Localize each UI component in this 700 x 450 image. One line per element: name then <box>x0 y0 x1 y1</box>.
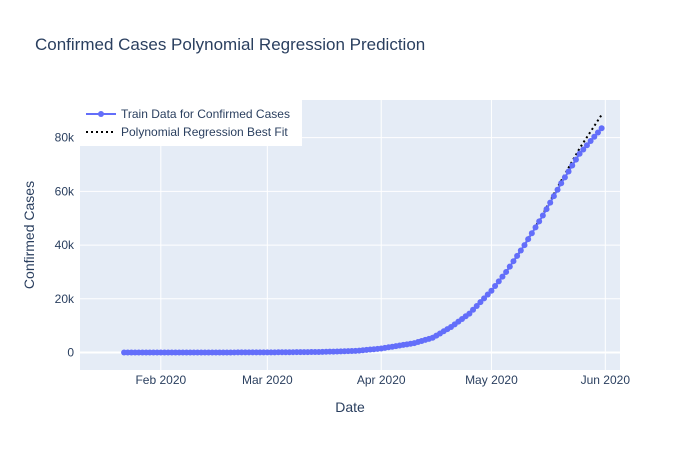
series-train-point[interactable] <box>484 291 491 298</box>
legend-background <box>80 100 302 146</box>
y-axis-label: Confirmed Cases <box>21 181 37 289</box>
series-train-point[interactable] <box>583 142 590 149</box>
series-train-point[interactable] <box>499 273 506 280</box>
legend[interactable]: Train Data for Confirmed Cases Polynomia… <box>80 100 302 146</box>
series-train-point[interactable] <box>572 156 579 163</box>
series-train-point[interactable] <box>481 295 488 302</box>
series-train-point[interactable] <box>558 180 565 187</box>
series-train-point[interactable] <box>528 230 535 237</box>
series-train-point[interactable] <box>591 133 598 140</box>
y-tick-label: 0 <box>67 346 74 360</box>
series-train-point[interactable] <box>554 186 561 193</box>
series-train-point[interactable] <box>473 302 480 309</box>
series-train-point[interactable] <box>510 258 517 265</box>
series-train-point[interactable] <box>517 247 524 254</box>
x-axis-ticks: Feb 2020 Mar 2020 Apr 2020 May 2020 Jun 2020 <box>135 373 630 387</box>
series-train-point[interactable] <box>598 125 605 132</box>
series-train-point[interactable] <box>580 146 587 153</box>
x-axis-label: Date <box>335 399 365 415</box>
series-train-point[interactable] <box>532 224 539 231</box>
series-train-point[interactable] <box>543 206 550 213</box>
series-train-point[interactable] <box>488 287 495 294</box>
series-train-point[interactable] <box>470 306 477 313</box>
series-train-point[interactable] <box>565 168 572 175</box>
legend-train-label[interactable]: Train Data for Confirmed Cases <box>121 107 290 121</box>
x-tick-label: Mar 2020 <box>242 373 293 387</box>
y-axis-ticks: 0 20k 40k 60k 80k <box>55 131 75 360</box>
series-train-point[interactable] <box>539 212 546 219</box>
series-train-point[interactable] <box>594 129 601 136</box>
series-train-point[interactable] <box>550 193 557 200</box>
x-tick-label: May 2020 <box>465 373 518 387</box>
y-tick-label: 80k <box>55 131 75 145</box>
series-train-point[interactable] <box>506 263 513 270</box>
series-train-group <box>121 125 605 356</box>
chart-title: Confirmed Cases Polynomial Regression Pr… <box>35 35 425 54</box>
series-train-point[interactable] <box>503 268 510 275</box>
series-train-point[interactable] <box>587 137 594 144</box>
series-train-point[interactable] <box>561 174 568 181</box>
series-train-point[interactable] <box>569 162 576 169</box>
series-train-point[interactable] <box>521 242 528 249</box>
series-train-point[interactable] <box>547 199 554 206</box>
series-train-point[interactable] <box>466 310 473 317</box>
y-tick-label: 20k <box>55 292 75 306</box>
series-train-point[interactable] <box>477 299 484 306</box>
series-train-point[interactable] <box>576 150 583 157</box>
x-tick-label: Apr 2020 <box>357 373 406 387</box>
x-tick-label: Jun 2020 <box>581 373 631 387</box>
series-train-point[interactable] <box>492 283 499 290</box>
x-tick-label: Feb 2020 <box>135 373 186 387</box>
series-train-point[interactable] <box>514 252 521 259</box>
legend-train-swatch-marker <box>98 111 104 117</box>
series-train-point[interactable] <box>536 218 543 225</box>
series-train-point[interactable] <box>495 278 502 285</box>
series-train-point[interactable] <box>525 236 532 243</box>
y-tick-label: 60k <box>55 184 75 198</box>
legend-fit-label[interactable]: Polynomial Regression Best Fit <box>121 125 288 139</box>
y-tick-label: 40k <box>55 238 75 252</box>
